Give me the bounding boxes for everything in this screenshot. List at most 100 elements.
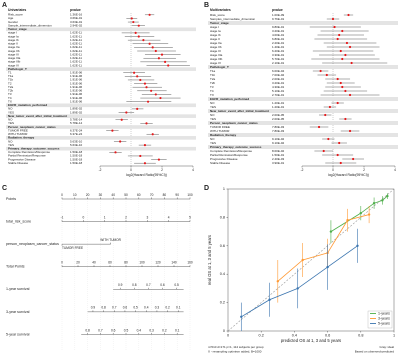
calibration-point [326,265,329,269]
pvalue: 2.00E-05 [272,113,285,117]
hazard-point [167,64,170,67]
pvalue: 5.78E-14 [70,118,83,122]
row-label: T2a [210,77,216,81]
hazard-point [338,141,341,145]
hazard-point [143,82,147,85]
hazard-point [111,129,114,132]
row-label: NO [210,113,215,117]
scale-tick-label: 0.4 [144,306,149,310]
row-label: YES [210,105,216,109]
level-label: TUMOR FREE [62,246,83,250]
footnote: Based on observed-predicted [355,349,395,353]
scale-tick-label: 20 [76,261,80,265]
hazard-point [114,151,117,154]
scale-tick-label: 0.3 [155,306,160,310]
pvalue: 6.37E-24 [70,128,83,132]
pvalue: 6.20E-01 [272,49,285,53]
scale-tick-label: 100 [139,261,145,265]
row-label: Progressive Disease [210,157,238,161]
x-tick-label: 2 [363,168,365,172]
calibration-point [367,213,371,216]
scale-tick-label: 0.1 [175,328,180,332]
scale-tick-label: 0.6 [111,328,116,332]
group-band [208,121,398,125]
hazard-point [151,133,154,136]
scale-name: Points [6,197,16,201]
x-axis-title: predicted OS at 1, 3 and 5 years [281,338,341,343]
pvalue: 1.50E-18 [70,157,83,161]
scale-tick-label: 0.2 [165,306,170,310]
pvalue: 2.94E-02 [70,23,83,27]
pvalue: 1.89E-02 [70,110,83,114]
scale-tick-label: 1 [104,215,106,219]
row-label: T3 [8,92,12,96]
x-tick-label: 0.6 [325,334,330,338]
pvalue: 9.80E-01 [272,25,285,29]
panel-label: C [2,185,7,192]
hazard-point [339,81,342,85]
scale-tick-label: 40 [111,193,115,197]
hazard-point [154,93,157,96]
row-label: NO [210,137,215,141]
hazard-point [348,45,352,49]
scale-tick-label: 0.7 [112,306,117,310]
y-tick-label: 0.6 [220,244,225,248]
scale-tick-label: 70 [150,193,154,197]
pvalue: 5.78E-14 [70,121,83,125]
pvalue: 1.50E-18 [70,150,83,154]
footnote: n=510 d=171 p=1, 114 subjects per group [208,345,264,349]
hazard-point [344,53,347,57]
row-label: stage IV [210,61,221,65]
row-label: stage I [8,31,17,35]
pvalue: 9.10E-02 [272,141,285,145]
pvalue: 5.63E-10 [70,143,83,147]
pvalue: 3.30E-01 [272,53,285,57]
group-band [208,21,398,25]
pvalue: 1.62E-11 [70,34,82,38]
pvalue: 1.62E-11 [70,38,82,42]
pvalue: 1.91E-06 [70,85,83,89]
scale-name: 3-year survival [6,310,30,314]
group-band [208,109,398,113]
pvalue: 2.70E-01 [272,93,285,97]
calibration-point [346,219,349,222]
row-label: stage Ia [8,34,19,38]
hazard-point [336,37,339,41]
row-label: stage III [210,49,221,53]
scale-tick-label: 140 [171,261,177,265]
scale-tick-label: 80 [163,193,167,197]
x-axis-title: log2(Hazard Ratio(95%CI)) [328,173,369,177]
y-tick-label: 0 [223,329,225,333]
hazard-point [132,20,135,24]
scale-tick-label: 0.1 [176,306,181,310]
calibration-point [301,258,304,262]
calibration-point [276,280,279,283]
pvalue: 2.40E-03 [272,157,285,161]
row-label: YES [210,117,216,121]
pvalue: 1.62E-11 [70,52,82,56]
scale-name: 5-year survival [6,332,30,336]
hazard-point [348,93,352,97]
scale-tick-label: 0.6 [123,306,128,310]
legend-label: 3-years [378,316,390,320]
row-label: Risk_score [8,13,23,17]
group-band [6,103,196,108]
x-tick-label: 4 [394,168,396,172]
plot-frame [227,188,395,332]
scale-tick-label: 30 [99,193,103,197]
footnote: X - resampling optimism added, B=1000 [208,349,262,353]
scale-tick-label: 100 [187,193,193,197]
group-name: Primary_therapy_outcome_success [210,145,262,149]
row-label: T1b [210,73,216,77]
pvalue: 5.70E-01 [272,57,285,61]
pvalue: 2.00E-05 [272,117,285,121]
hazard-point [143,143,147,147]
pvalue: 2.00E-01 [272,77,285,81]
row-label: Complete Remission/Response [8,150,50,154]
hazard-point [157,158,160,161]
group-name: Primary_therapy_outcome_success [8,147,60,151]
row-label: Partial Remission/Response [210,153,248,157]
group-band [208,97,398,101]
scale-tick-label: 0.6 [160,283,165,287]
